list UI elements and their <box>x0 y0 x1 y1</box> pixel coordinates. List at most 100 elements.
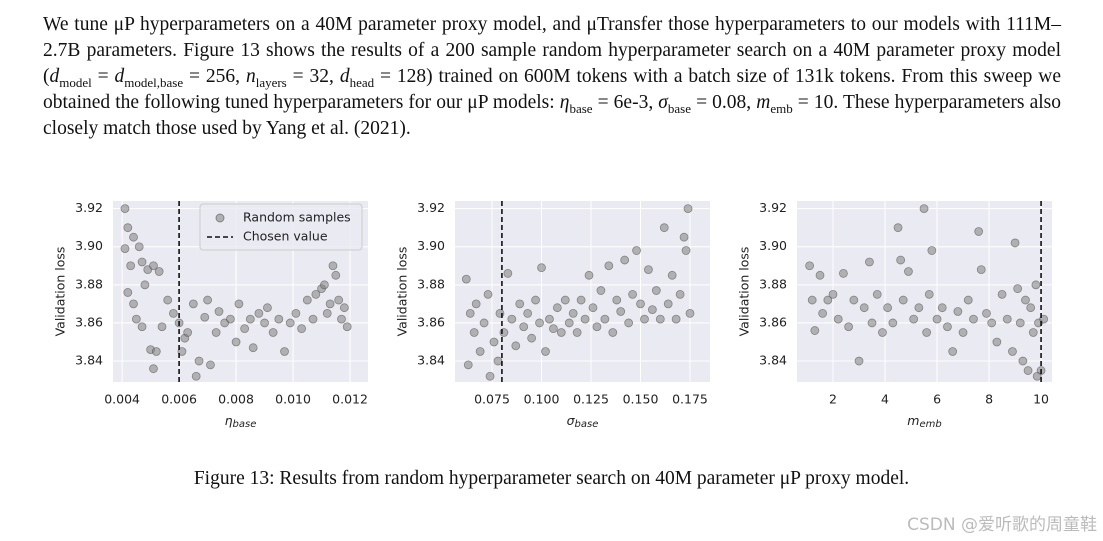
point <box>129 299 138 309</box>
point <box>854 356 864 366</box>
point <box>285 318 295 328</box>
y-tick-label: 3.88 <box>759 276 787 291</box>
y-axis-label: Validation loss <box>395 247 410 337</box>
math-var: d <box>49 66 60 87</box>
point <box>225 314 235 324</box>
point <box>331 270 341 280</box>
point <box>515 299 525 309</box>
x-tick-label: 0.100 <box>524 392 560 407</box>
text-run: = 256, <box>183 66 246 87</box>
point <box>320 280 329 290</box>
point <box>576 295 586 305</box>
point <box>580 314 590 324</box>
point <box>663 299 673 309</box>
point <box>157 322 167 332</box>
math-sub: base <box>667 100 692 116</box>
point <box>937 303 947 313</box>
point <box>865 257 874 267</box>
point <box>823 295 833 305</box>
legend-label: Chosen value <box>243 229 328 244</box>
point <box>322 309 332 318</box>
y-tick-label: 3.92 <box>417 200 445 215</box>
text-run: = 128) trained on 600M tokens with a bat… <box>43 66 1062 113</box>
point <box>867 318 877 328</box>
point <box>612 295 622 305</box>
point <box>471 299 481 309</box>
point <box>644 265 653 274</box>
math-sub: layers <box>255 74 287 90</box>
point <box>675 289 685 299</box>
math-var: m <box>756 92 771 113</box>
figure: 3.84 3.86 3.88 3.90 3.92 0.004 0.006 0.008 0.010… <box>53 200 1052 430</box>
point <box>564 318 574 328</box>
point <box>624 318 634 328</box>
point <box>120 244 130 254</box>
point <box>169 309 178 318</box>
x-axis-label-var: m <box>907 413 919 428</box>
y-tick-label: 3.92 <box>75 200 103 215</box>
x-tick-label: 4 <box>881 392 889 407</box>
point <box>987 318 997 328</box>
point <box>531 295 540 305</box>
point <box>263 303 272 313</box>
point <box>1010 238 1020 248</box>
point <box>183 328 193 337</box>
y-tick-label: 3.90 <box>417 238 445 253</box>
point <box>878 328 887 337</box>
point <box>888 318 898 328</box>
point <box>932 314 942 324</box>
point <box>489 337 499 347</box>
x-tick-label: 0.175 <box>672 392 708 407</box>
point <box>206 360 215 370</box>
point <box>608 328 618 337</box>
legend-label: Random samples <box>243 210 351 225</box>
point <box>963 295 973 305</box>
y-tick-label: 3.86 <box>75 314 103 329</box>
point <box>465 309 475 318</box>
y-tick-label: 3.92 <box>759 200 787 215</box>
point <box>651 286 661 295</box>
point <box>234 299 244 309</box>
point <box>828 289 838 299</box>
point <box>134 242 144 252</box>
point <box>297 324 307 334</box>
point <box>922 328 932 337</box>
point <box>260 318 269 328</box>
point <box>503 268 513 278</box>
point <box>479 318 489 328</box>
point <box>859 303 869 313</box>
point <box>523 309 533 318</box>
caption: Figure 13: Results from random hyperpara… <box>193 468 910 489</box>
point <box>483 289 493 299</box>
point <box>982 309 991 318</box>
x-tick-label: 0.150 <box>623 392 659 407</box>
math-var: η <box>559 92 570 113</box>
x-tick-label: 0.004 <box>104 392 140 407</box>
text-run: = <box>91 66 115 87</box>
point <box>527 333 537 343</box>
point <box>254 309 264 318</box>
point <box>328 261 338 271</box>
point <box>463 360 473 370</box>
point <box>997 289 1007 299</box>
point <box>600 314 610 324</box>
point <box>308 314 318 324</box>
point <box>943 322 952 332</box>
point <box>896 255 906 265</box>
point <box>200 312 210 322</box>
y-axis-label: Validation loss <box>53 247 68 337</box>
point <box>485 371 495 381</box>
math-sub: base <box>569 100 593 116</box>
point <box>1028 328 1038 337</box>
point <box>131 314 141 324</box>
point <box>974 227 984 236</box>
point <box>123 223 133 233</box>
math-sub: head <box>349 74 375 90</box>
point <box>1008 347 1017 356</box>
point <box>548 324 558 334</box>
point <box>815 270 825 280</box>
point <box>203 295 212 305</box>
text-run: = 32, <box>286 66 340 87</box>
point <box>628 289 637 299</box>
